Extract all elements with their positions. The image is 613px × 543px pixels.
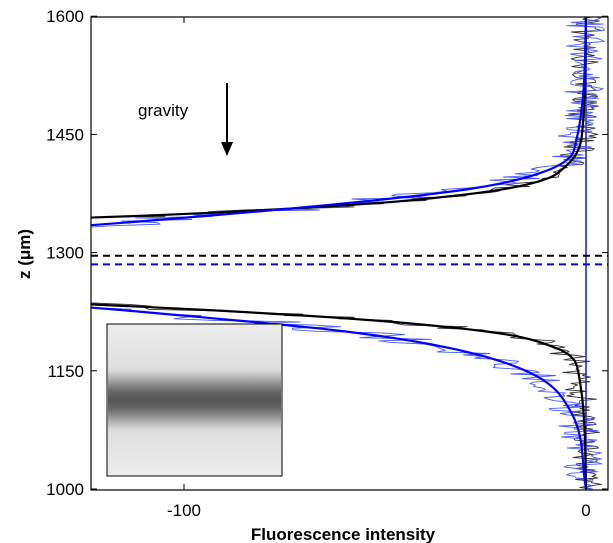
series-0-fit — [91, 17, 588, 489]
y-tick-label: 1000 — [46, 480, 84, 499]
curves-layer — [91, 17, 606, 490]
x-axis-title: Fluorescence intensity — [251, 525, 436, 543]
y-axis: 1000 1150 1300 1450 1600 — [46, 7, 608, 499]
plot-frame — [90, 16, 609, 491]
reference-lines-layer — [91, 254, 608, 266]
y-tick-label: 1600 — [46, 7, 84, 26]
gravity-label: gravity — [138, 101, 189, 120]
inset-image — [106, 323, 283, 477]
inset-band — [108, 325, 281, 475]
y-tick-label: 1150 — [47, 362, 84, 381]
x-tick-label: -100 — [167, 501, 201, 520]
gravity-arrow — [221, 83, 233, 156]
gravity-arrow-head — [221, 142, 233, 156]
y-tick-label: 1300 — [46, 244, 84, 263]
x-axis: -400-300-200-1000 — [167, 17, 591, 520]
x-tick-label: 0 — [581, 501, 590, 520]
series-1-fit — [91, 17, 588, 490]
y-tick-label: 1450 — [46, 125, 84, 144]
y-axis-title: z (μm) — [15, 229, 34, 279]
series-2-raw — [91, 17, 602, 490]
series-3-raw — [91, 17, 606, 490]
